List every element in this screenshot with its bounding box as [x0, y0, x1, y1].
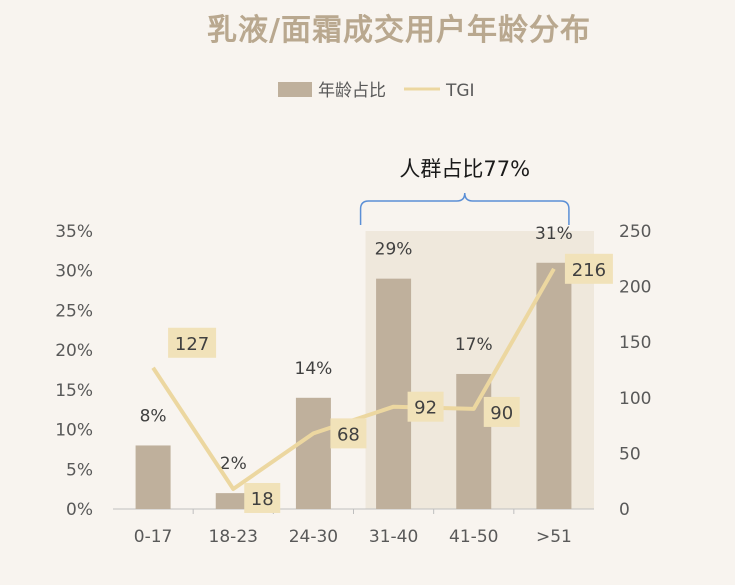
legend-line-label: TGI: [445, 81, 475, 101]
bar-data-label: 29%: [375, 240, 413, 260]
x-category-label: 24-30: [289, 527, 338, 547]
x-category-label: >51: [536, 527, 572, 547]
tgi-data-label: 92: [414, 398, 437, 419]
bar-data-label: 17%: [455, 335, 493, 355]
x-category-label: 18-23: [209, 527, 258, 547]
bar-data-label: 2%: [220, 454, 247, 474]
tgi-label-box: [168, 327, 217, 358]
legend-bar-swatch: [278, 82, 312, 97]
chart-title: 乳液/面霜成交用户年龄分布: [207, 13, 591, 48]
y-left-tick-label: 0%: [66, 500, 93, 520]
y-right-tick-label: 150: [619, 333, 651, 353]
tgi-data-label: 68: [337, 424, 360, 445]
y-left-tick-label: 15%: [55, 381, 93, 401]
bar-0-17: [135, 445, 171, 509]
x-category-label: 31-40: [369, 527, 418, 547]
bar-41-50: [456, 373, 492, 509]
y-right-tick-label: 100: [619, 389, 651, 409]
bar-data-label: 8%: [140, 406, 167, 426]
bar-18-23: [215, 493, 251, 509]
annotation-text: 人群占比77%: [399, 157, 530, 181]
y-right-tick-label: 0: [619, 500, 630, 520]
tgi-data-label: 18: [251, 489, 274, 510]
y-left-tick-label: 25%: [55, 301, 93, 321]
bar-series: 8% 2% 14% 29% 17% 31%: [135, 224, 573, 509]
bar->51: [536, 262, 572, 509]
chart-legend: 年龄占比 TGI: [278, 81, 475, 101]
y-right-tick-label: 200: [619, 278, 651, 298]
tgi-data-label: 90: [490, 403, 513, 424]
bar-data-label: 14%: [295, 359, 333, 379]
chart-axes: 0% 5% 10% 15% 20% 25% 30% 35% 0 50 100 150 200 250 0-1…: [55, 222, 651, 547]
y-left-tick-label: 20%: [55, 341, 93, 361]
bar-31-40: [376, 278, 412, 509]
x-category-label: 41-50: [449, 527, 498, 547]
y-left-tick-label: 30%: [55, 262, 93, 282]
y-right-tick-label: 50: [619, 444, 641, 464]
tgi-label-box: [407, 391, 444, 422]
tgi-data-label: 127: [175, 334, 209, 355]
tgi-label-box: [483, 396, 520, 427]
tgi-data-label: 216: [572, 260, 606, 281]
legend-bar-label: 年龄占比: [318, 81, 386, 101]
tgi-line-series: 127 18 68 92 90 216: [151, 253, 613, 513]
y-left-tick-label: 5%: [66, 460, 93, 480]
tgi-label-box: [564, 253, 613, 284]
y-left-tick-label: 10%: [55, 421, 93, 441]
annotation-bracket: [359, 192, 570, 225]
y-left-tick-label: 35%: [55, 222, 93, 242]
bar-data-label: 31%: [535, 224, 573, 244]
bar-24-30: [295, 397, 331, 509]
y-right-tick-label: 250: [619, 222, 651, 242]
x-category-label: 0-17: [134, 527, 173, 547]
tgi-label-box: [244, 482, 281, 513]
tgi-label-box: [330, 418, 367, 449]
